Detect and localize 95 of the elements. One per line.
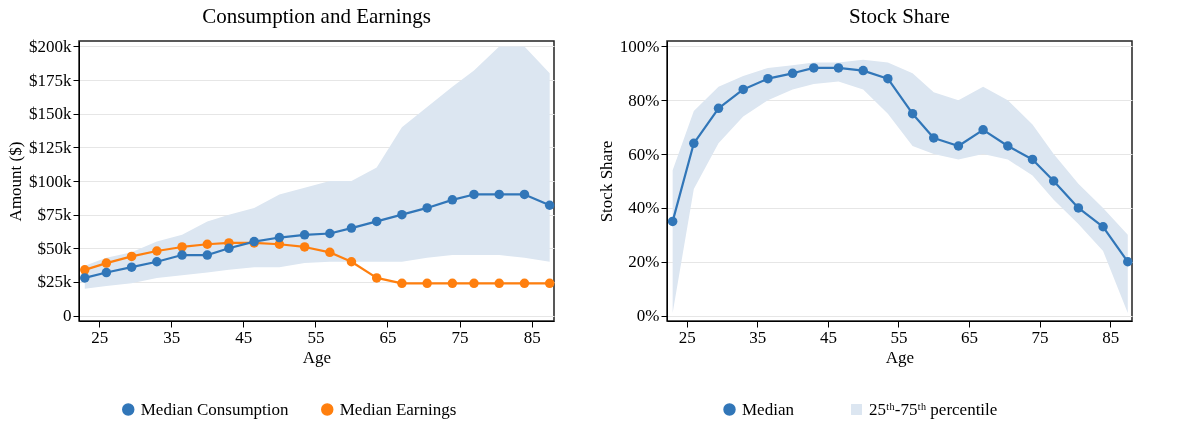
point [299, 230, 310, 240]
x-tick-label: 25 [678, 327, 696, 347]
y-tick-label: 0 [63, 306, 72, 326]
point [833, 63, 844, 73]
y-tick-label: 100% [619, 36, 660, 56]
point [152, 246, 162, 256]
legend-label: Median Earnings [339, 399, 457, 419]
point [397, 278, 407, 289]
point [371, 273, 382, 283]
point [1048, 176, 1059, 186]
point [126, 262, 137, 272]
legend-label: Median [742, 399, 795, 419]
y-tick-label: 40% [628, 198, 660, 218]
point [494, 278, 504, 289]
point [274, 232, 285, 243]
point [858, 65, 868, 76]
y-tick-label: $200k [29, 36, 72, 56]
y-tick-label: $50k [37, 238, 72, 258]
chart-title: Stock Share [849, 4, 950, 29]
point [907, 108, 918, 119]
x-tick-label: 55 [890, 327, 908, 347]
point [177, 250, 187, 260]
point [1027, 154, 1038, 165]
x-tick-label: 45 [819, 327, 837, 347]
point [101, 258, 112, 268]
point [299, 242, 310, 252]
y-tick-label: $175k [29, 70, 72, 90]
point [80, 273, 90, 283]
x-tick-label: 25 [91, 327, 109, 347]
point [422, 278, 432, 289]
y-tick-label: $125k [29, 137, 72, 157]
x-tick-label: 75 [1031, 327, 1049, 347]
y-tick-label: $150k [29, 104, 72, 124]
point [1073, 203, 1084, 213]
y-tick-label: $25k [37, 272, 72, 292]
point [224, 243, 234, 254]
x-tick-label: 55 [307, 327, 325, 347]
y-tick-label: 20% [628, 252, 660, 272]
point [883, 73, 893, 84]
point [1123, 257, 1133, 267]
point [809, 63, 819, 73]
x-tick-label: 45 [235, 327, 253, 347]
point [371, 216, 382, 227]
point [713, 103, 724, 114]
chart-title: Consumption and Earnings [202, 4, 431, 29]
point [177, 242, 187, 252]
point [1098, 222, 1108, 232]
y-tick-label: $100k [29, 171, 72, 191]
point [447, 278, 458, 289]
x-axis-title: Age [885, 347, 915, 367]
point [519, 278, 530, 289]
x-tick-label: 85 [1102, 327, 1120, 347]
point [325, 228, 335, 239]
y-tick-label: 60% [628, 144, 660, 164]
point [469, 189, 479, 200]
point [101, 267, 112, 278]
point [1003, 141, 1013, 151]
legend-label: Median Consumption [140, 399, 290, 419]
point [202, 250, 213, 260]
point [519, 189, 530, 200]
point [544, 278, 555, 289]
point [787, 68, 798, 79]
point [447, 195, 458, 205]
y-tick-label: 80% [628, 90, 660, 110]
x-tick-label: 85 [523, 327, 541, 347]
y-axis-title: Stock Share [596, 140, 616, 223]
point [978, 125, 988, 135]
x-tick-label: 65 [379, 327, 397, 347]
point [325, 247, 335, 258]
point [953, 141, 964, 151]
point [667, 216, 678, 227]
point [494, 189, 504, 200]
point [763, 73, 773, 84]
point [928, 133, 939, 143]
point [346, 223, 357, 233]
x-tick-label: 65 [961, 327, 978, 347]
point [689, 138, 699, 149]
point [469, 278, 479, 289]
x-tick-label: 75 [451, 327, 469, 347]
point [397, 209, 407, 220]
point [80, 265, 90, 275]
legend-label: 25ᵗʰ-75ᵗʰ percentile [869, 399, 998, 419]
point [346, 257, 357, 267]
x-tick-label: 35 [163, 327, 181, 347]
point [202, 239, 213, 249]
point [738, 84, 748, 95]
point [152, 257, 162, 267]
point [126, 251, 137, 262]
x-axis-title: Age [302, 347, 332, 367]
y-tick-label: 0% [636, 306, 660, 326]
point [422, 203, 432, 213]
y-tick-label: $75k [37, 205, 72, 225]
point [544, 200, 555, 210]
x-tick-label: 35 [749, 327, 767, 347]
y-axis-title: Amount ($) [6, 141, 25, 222]
